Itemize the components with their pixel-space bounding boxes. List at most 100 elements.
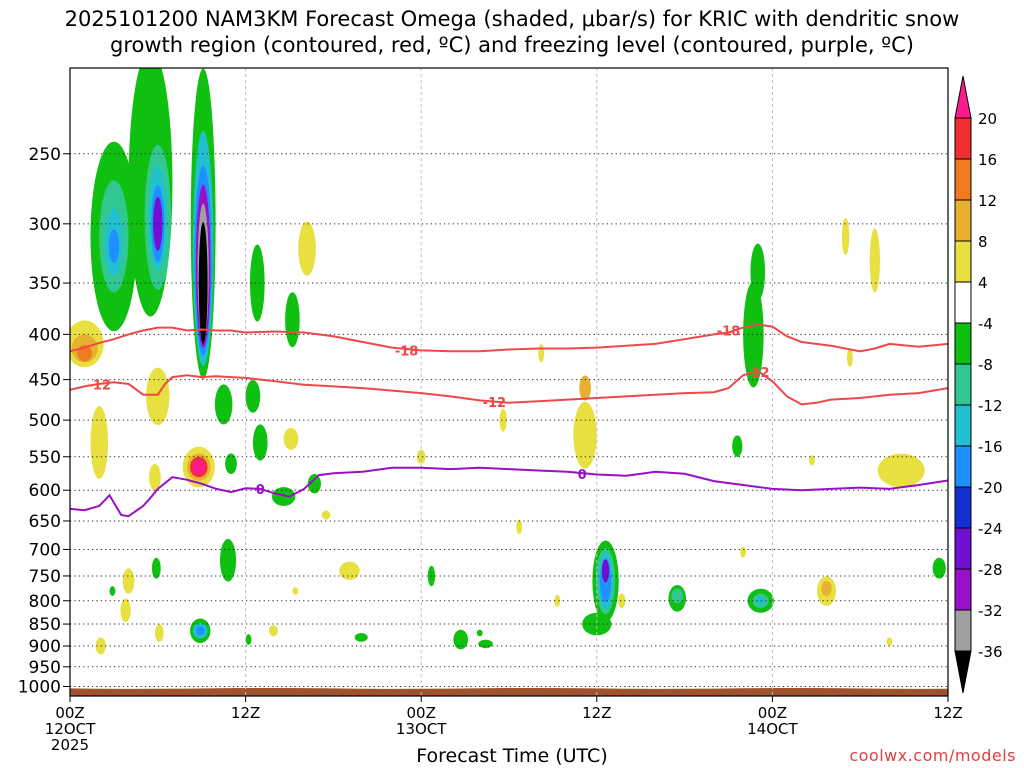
omega-blob-27: [219, 538, 237, 582]
colorbar-box-5: [954, 322, 972, 365]
colorbar-label-10: -24: [978, 520, 1003, 538]
y-tick-label-950: 950: [29, 658, 61, 678]
credit-text: coolwx.com/models: [849, 746, 1016, 765]
chart-title-line1: 2025101200 NAM3KM Forecast Omega (shaded…: [64, 7, 960, 31]
y-axis: 2503003504004505005506006507007508008509…: [18, 145, 70, 698]
contour-label-1-1: -12: [483, 396, 507, 411]
omega-blob-40: [120, 598, 131, 622]
omega-blob-44: [269, 625, 278, 637]
contour-label-1-0: -12: [88, 379, 112, 394]
y-tick-label-1000: 1000: [18, 678, 61, 698]
omega-blob-52: [453, 629, 469, 650]
omega-blob-81: [847, 348, 853, 367]
omega-blob-28: [214, 384, 233, 425]
omega-blob-58: [516, 519, 523, 535]
omega-blob-39: [95, 637, 106, 655]
colorbar-label-11: -28: [978, 561, 1003, 579]
omega-blob-82: [869, 228, 880, 293]
omega-blob-34: [271, 487, 296, 507]
omega-blob-19: [146, 367, 170, 426]
contour-label-2-0: 0: [256, 483, 265, 498]
omega-blob-41: [109, 586, 116, 596]
y-tick-label-600: 600: [29, 481, 61, 501]
omega-blob-74: [740, 546, 747, 558]
omega-blob-73: [750, 243, 766, 301]
omega-blob-3: [108, 229, 120, 264]
x-tick-label-24-0: 00Z: [407, 704, 436, 722]
contours: -18 -18 -12 -12 -12 0 0: [70, 323, 948, 518]
y-tick-label-900: 900: [29, 637, 61, 657]
omega-blob-49: [321, 510, 331, 520]
omega-blob-80: [821, 581, 832, 596]
colorbar-box-2: [954, 199, 972, 242]
y-tick-label-300: 300: [29, 215, 61, 235]
colorbar-box-7: [954, 404, 972, 447]
omega-blob-86: [932, 557, 946, 579]
x-tick-label-48-1: 14OCT: [747, 720, 798, 738]
y-tick-label-350: 350: [29, 274, 61, 294]
colorbar-label-5: -4: [978, 315, 993, 333]
omega-blob-68: [618, 593, 626, 608]
omega-blob-67: [601, 559, 610, 583]
colorbar: 20 16 12 8 4 -4 -8 -12 -16 -20 -24 -28 -32 -36: [954, 75, 1003, 694]
colorbar-box-10: [954, 527, 972, 570]
x-tick-label-0-0: 00Z: [55, 704, 84, 722]
omega-blob-53: [476, 629, 483, 637]
colorbar-label-9: -20: [978, 479, 1003, 497]
colorbar-label-3: 8: [978, 233, 988, 251]
omega-blob-84: [877, 453, 925, 488]
colorbar-label-1: 16: [978, 151, 997, 169]
y-tick-label-550: 550: [29, 448, 61, 468]
y-tick-label-800: 800: [29, 592, 61, 612]
omega-blob-30: [249, 244, 265, 322]
omega-blob-31: [252, 424, 268, 461]
colorbar-box-1: [954, 158, 972, 201]
contour-label-0-1: -18: [717, 325, 741, 340]
omega-blob-50: [354, 633, 368, 642]
y-tick-label-500: 500: [29, 411, 61, 431]
omega-blob-23: [192, 459, 206, 475]
omega-blob-72: [743, 281, 764, 388]
omega-blob-29: [245, 379, 261, 413]
contour-line-1: [70, 369, 948, 406]
colorbar-label-7: -12: [978, 397, 1003, 415]
y-tick-label-850: 850: [29, 615, 61, 635]
omega-blob-37: [149, 463, 161, 491]
omega-blob-26: [195, 626, 205, 636]
omega-blob-36: [122, 568, 135, 594]
contour-label-0-0: -18: [395, 344, 419, 359]
x-axis-title: Forecast Time (UTC): [416, 745, 608, 767]
omega-blob-45: [292, 587, 299, 595]
y-tick-label-450: 450: [29, 371, 61, 391]
plot-frame: [69, 67, 949, 697]
omega-blob-60: [573, 401, 597, 469]
x-tick-label-12-0: 12Z: [231, 704, 260, 722]
colorbar-bottom-arrow: [954, 650, 972, 694]
colorbar-label-4: 4: [978, 274, 988, 292]
colorbar-label-13: -36: [978, 643, 1003, 661]
omega-blob-32: [285, 292, 300, 348]
colorbar-label-2: 12: [978, 192, 997, 210]
colorbar-label-12: -32: [978, 602, 1003, 620]
contour-line-0: [70, 323, 948, 353]
omega-blob-77: [756, 596, 766, 606]
colorbar-label-8: -16: [978, 438, 1003, 456]
contour-label-1-2: -12: [746, 366, 770, 381]
y-tick-label-700: 700: [29, 540, 61, 560]
omega-blob-47: [339, 561, 360, 580]
x-tick-label-0-2: 2025: [51, 736, 89, 754]
plot-area: [70, 68, 948, 696]
omega-blob-78: [808, 455, 815, 466]
omega-blob-85: [886, 637, 893, 647]
omega-blob-43: [245, 634, 252, 645]
omega-blob-55: [416, 449, 426, 464]
omega-shading: [70, 68, 946, 655]
colorbar-label-6: -8: [978, 356, 993, 374]
omega-blob-33: [298, 221, 316, 276]
colorbar-box-3: [954, 240, 972, 283]
colorbar-label-0: 20: [978, 110, 997, 128]
omega-blob-42: [154, 624, 164, 642]
x-tick-label-48-0: 00Z: [758, 704, 787, 722]
